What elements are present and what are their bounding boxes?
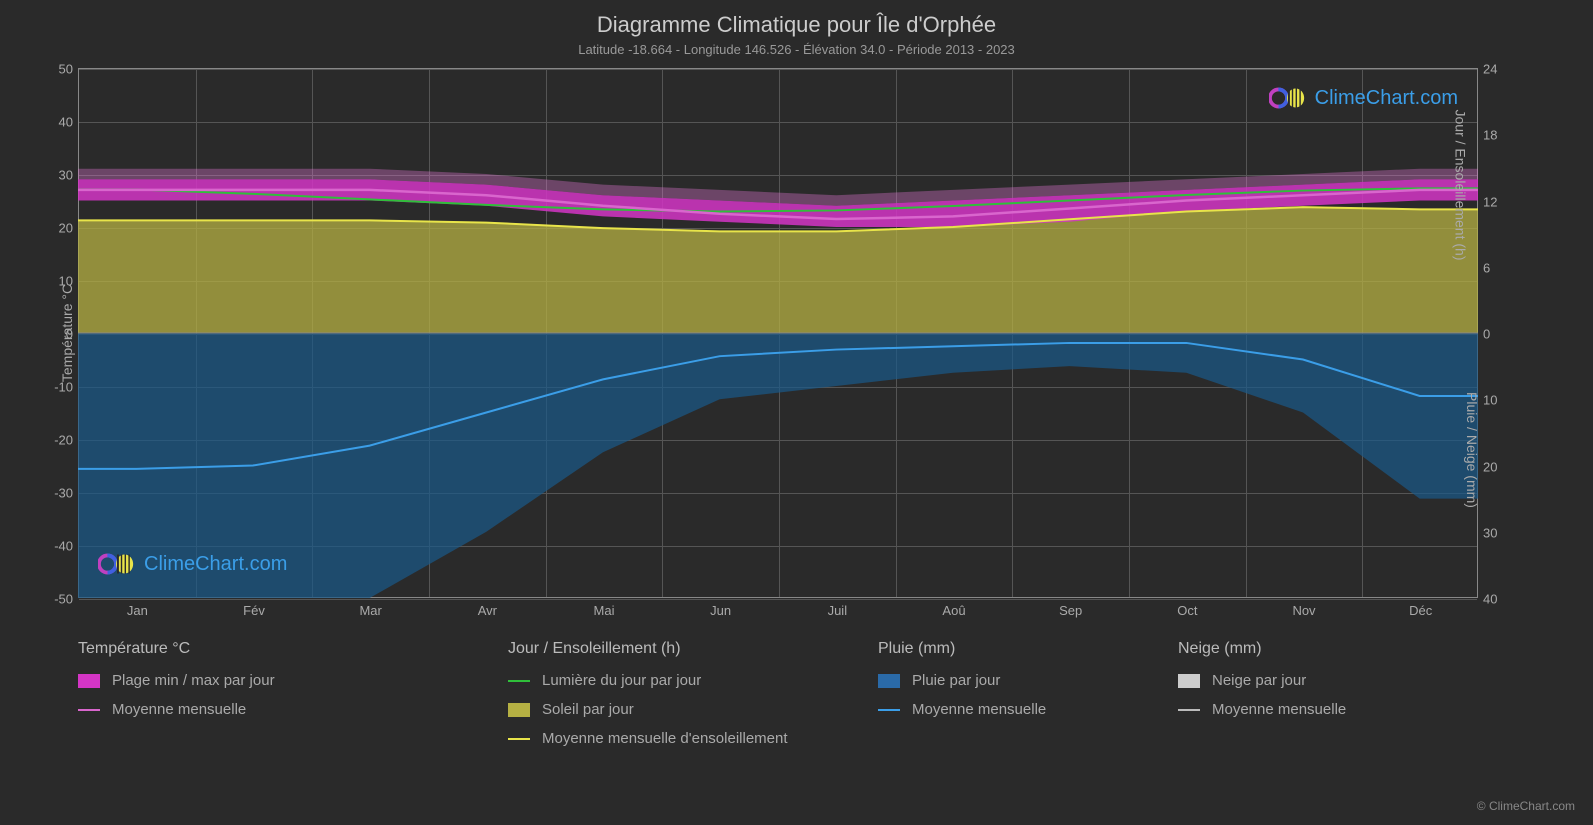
legend-line-icon (1178, 709, 1200, 711)
legend-column: Neige (mm) Neige par jour Moyenne mensuell… (1178, 640, 1346, 730)
legend-label: Moyenne mensuelle (1212, 701, 1346, 718)
watermark-bottom: ClimeChart.com (98, 552, 287, 576)
y-tick-left: -40 (54, 539, 79, 554)
x-tick-month: Nov (1292, 597, 1315, 618)
legend-label: Lumière du jour par jour (542, 672, 701, 689)
y-tick-left: -20 (54, 433, 79, 448)
legend-heading: Neige (mm) (1178, 640, 1346, 658)
legend-line-icon (878, 709, 900, 711)
legend-swatch-icon (78, 674, 100, 688)
chart-plot-area: -50-40-30-20-100102030405006121824102030… (78, 68, 1478, 598)
x-tick-month: Aoû (942, 597, 965, 618)
x-tick-month: Jun (710, 597, 731, 618)
legend-item: Moyenne mensuelle (878, 701, 1046, 718)
copyright: © ClimeChart.com (1477, 799, 1575, 813)
legend-item: Plage min / max par jour (78, 672, 275, 689)
legend-item: Soleil par jour (508, 701, 788, 718)
y-tick-right-mm: 10 (1477, 393, 1497, 408)
x-tick-month: Avr (478, 597, 497, 618)
legend-label: Neige par jour (1212, 672, 1306, 689)
legend-swatch-icon (878, 674, 900, 688)
chart-subtitle: Latitude -18.664 - Longitude 146.526 - É… (0, 42, 1593, 57)
legend-label: Moyenne mensuelle d'ensoleillement (542, 730, 788, 747)
y-tick-left: 50 (59, 62, 79, 77)
y-tick-right-hours: 18 (1477, 128, 1497, 143)
y-tick-right-mm: 20 (1477, 459, 1497, 474)
legend-line-icon (508, 680, 530, 682)
y-tick-right-mm: 30 (1477, 525, 1497, 540)
watermark-top: ClimeChart.com (1269, 86, 1458, 110)
watermark-text: ClimeChart.com (1315, 87, 1458, 110)
legend-item: Neige par jour (1178, 672, 1346, 689)
legend-label: Pluie par jour (912, 672, 1000, 689)
x-tick-month: Jan (127, 597, 148, 618)
climechart-logo-icon (1269, 86, 1307, 110)
y-tick-right-mm: 40 (1477, 592, 1497, 607)
legend-column: Température °C Plage min / max par jour Mo… (78, 640, 275, 730)
y-tick-left: 40 (59, 115, 79, 130)
legend-line-icon (78, 709, 100, 711)
legend-heading: Pluie (mm) (878, 640, 1046, 658)
x-tick-month: Oct (1177, 597, 1197, 618)
legend-item: Lumière du jour par jour (508, 672, 788, 689)
watermark-text: ClimeChart.com (144, 553, 287, 576)
legend-label: Soleil par jour (542, 701, 634, 718)
legend-swatch-icon (508, 703, 530, 717)
legend-heading: Jour / Ensoleillement (h) (508, 640, 788, 658)
legend-column: Jour / Ensoleillement (h) Lumière du jour… (508, 640, 788, 759)
y-tick-left: -50 (54, 592, 79, 607)
y-tick-right-hours: 12 (1477, 194, 1497, 209)
y-axis-right-bottom-label: Pluie / Neige (mm) (1464, 392, 1480, 508)
legend-line-icon (508, 738, 530, 740)
y-tick-left: 30 (59, 168, 79, 183)
legend-heading: Température °C (78, 640, 275, 658)
rain-fill-area (78, 333, 1478, 598)
legend-swatch-icon (1178, 674, 1200, 688)
legend-item: Moyenne mensuelle (78, 701, 275, 718)
y-axis-right-top-label: Jour / Ensoleillement (h) (1453, 109, 1469, 260)
climechart-logo-icon (98, 552, 136, 576)
grid-line-horizontal (79, 599, 1477, 600)
x-tick-month: Juil (828, 597, 848, 618)
sun-fill-area (78, 207, 1478, 333)
legend-label: Moyenne mensuelle (912, 701, 1046, 718)
y-tick-left: 20 (59, 221, 79, 236)
chart-title: Diagramme Climatique pour Île d'Orphée (0, 12, 1593, 38)
legend-label: Moyenne mensuelle (112, 701, 246, 718)
y-tick-right-hours: 24 (1477, 62, 1497, 77)
x-tick-month: Mai (594, 597, 615, 618)
legend-item: Pluie par jour (878, 672, 1046, 689)
y-tick-left: -30 (54, 486, 79, 501)
y-tick-right-hours: 6 (1477, 260, 1490, 275)
legend-label: Plage min / max par jour (112, 672, 275, 689)
legend-column: Pluie (mm) Pluie par jour Moyenne mensuell… (878, 640, 1046, 730)
x-tick-month: Déc (1409, 597, 1432, 618)
x-tick-month: Fév (243, 597, 265, 618)
x-tick-month: Mar (359, 597, 381, 618)
legend-item: Moyenne mensuelle d'ensoleillement (508, 730, 788, 747)
y-axis-left-label: Température °C (59, 284, 75, 382)
legend-item: Moyenne mensuelle (1178, 701, 1346, 718)
x-tick-month: Sep (1059, 597, 1082, 618)
y-tick-right-hours: 0 (1477, 327, 1490, 342)
